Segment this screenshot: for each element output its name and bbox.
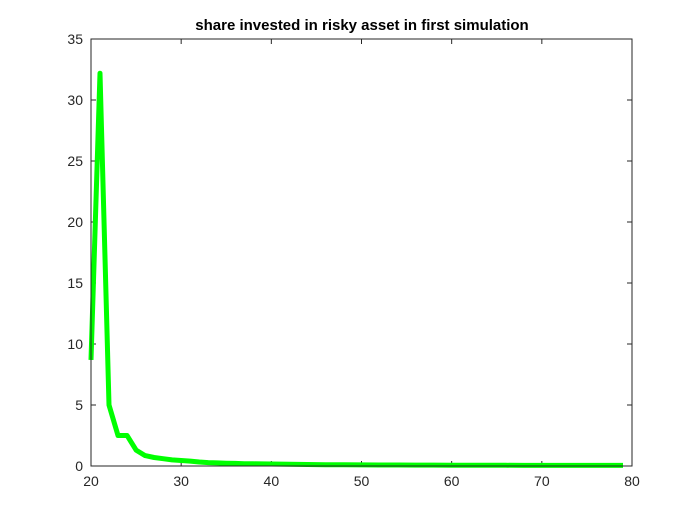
x-tick-label: 20: [83, 473, 99, 489]
y-tick-label: 10: [67, 336, 83, 352]
y-tick-label: 20: [67, 214, 83, 230]
x-tick-label: 30: [173, 473, 189, 489]
x-tick-label: 40: [264, 473, 280, 489]
x-tick-label: 50: [354, 473, 370, 489]
x-tick-label: 70: [534, 473, 550, 489]
chart-title: share invested in risky asset in first s…: [195, 17, 528, 34]
y-tick-label: 5: [75, 397, 83, 413]
x-tick-label: 80: [624, 473, 640, 489]
y-tick-label: 25: [67, 153, 83, 169]
x-tick-label: 60: [444, 473, 460, 489]
y-tick-label: 30: [67, 92, 83, 108]
y-tick-label: 35: [67, 31, 83, 47]
y-tick-label: 15: [67, 275, 83, 291]
plot-area: [91, 39, 632, 466]
y-tick-label: 0: [75, 458, 83, 474]
